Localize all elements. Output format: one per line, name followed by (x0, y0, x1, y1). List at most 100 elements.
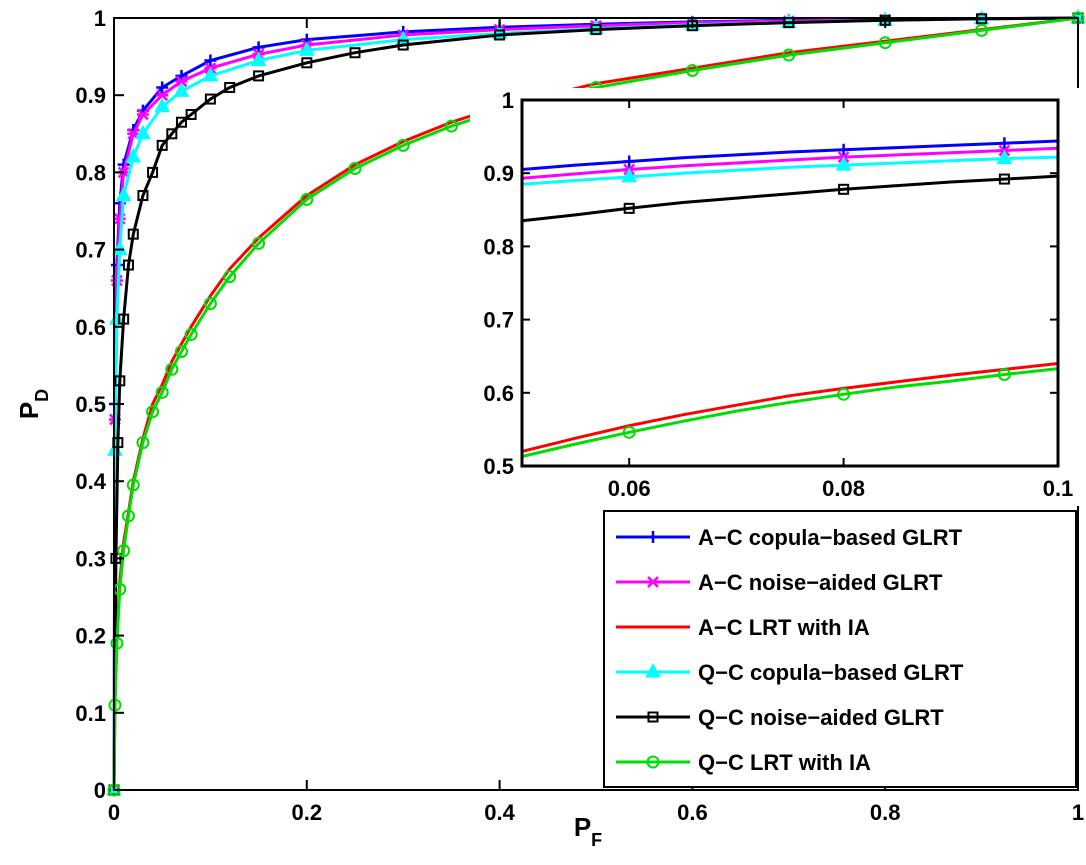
x-tick-label: 0.4 (484, 800, 515, 825)
main-series-marker-q-c-lrt-with-ia (223, 270, 237, 284)
inset-x-tick-label: 0.08 (822, 476, 865, 501)
main-series-marker-q-c-noise-aided-glrt (494, 29, 506, 41)
inset-x-tick-label: 0.06 (608, 476, 651, 501)
legend-label: Q−C noise−aided GLRT (698, 705, 944, 730)
main-series-marker-q-c-noise-aided-glrt (114, 375, 126, 387)
legend: A−C copula−based GLRT A−C noise−aided GLR… (603, 510, 1077, 788)
main-series-marker-q-c-lrt-with-ia (782, 48, 796, 62)
main-series-marker-a-c-copula-based-glrt (156, 81, 169, 94)
x-axis-label-sub: F (591, 830, 602, 850)
inset-series-line-q-c-copula-based-glrt (521, 155, 1059, 186)
main-series-marker-q-c-lrt-with-ia (155, 385, 169, 399)
y-axis-label-sub: D (32, 389, 52, 402)
main-series-marker-q-c-lrt-with-ia (174, 345, 188, 359)
main-series-marker-q-c-copula-based-glrt (125, 147, 142, 163)
main-series-marker-q-c-noise-aided-glrt (127, 228, 139, 240)
main-series-group (106, 8, 1086, 797)
inset-series-group (521, 137, 1059, 458)
main-series-marker-q-c-noise-aided-glrt (166, 128, 178, 140)
main-series-marker-q-c-noise-aided-glrt (175, 116, 187, 128)
x-tick-label: 0.6 (677, 800, 708, 825)
legend-marker-a-c-noise-aided-glrt (647, 576, 659, 588)
inset-series-marker-q-c-lrt-with-ia (622, 425, 636, 439)
main-series-marker-q-c-lrt-with-ia (685, 63, 699, 77)
legend-item: A−C noise−aided GLRT (616, 570, 943, 595)
main-series-marker-q-c-lrt-with-ia (121, 509, 135, 523)
main-series-marker-q-c-lrt-with-ia (975, 23, 989, 37)
inset-series-marker-q-c-lrt-with-ia (837, 387, 851, 401)
x-axis-label: PF (574, 812, 602, 850)
inset-y-tick-label: 0.9 (483, 161, 514, 186)
inset-series-marker-a-c-copula-based-glrt (998, 137, 1011, 150)
main-series-marker-q-c-lrt-with-ia (165, 362, 179, 376)
main-series-marker-q-c-lrt-with-ia (126, 478, 140, 492)
inset-y-tick-label: 0.5 (483, 454, 514, 479)
main-series-marker-q-c-noise-aided-glrt (253, 70, 265, 82)
main-series-marker-q-c-noise-aided-glrt (397, 39, 409, 51)
legend-marker-a-c-copula-based-glrt (647, 531, 659, 543)
main-series-marker-a-c-noise-aided-glrt (175, 75, 188, 88)
legend-label: Q−C LRT with IA (698, 750, 871, 775)
y-tick-label: 0.9 (75, 83, 106, 108)
main-series-marker-q-c-copula-based-glrt (154, 97, 171, 113)
inset-axes: 0.06 0.08 0.1 0.5 0.6 0.7 0.8 0.9 1 (470, 88, 1086, 506)
legend-item: A−C LRT with IA (616, 615, 870, 640)
inset-series-line-q-c-lrt-with-ia (521, 367, 1059, 458)
y-tick-label: 0.8 (75, 160, 106, 185)
y-tick-label: 0.4 (75, 469, 106, 494)
inset-series-marker-q-c-copula-based-glrt (835, 156, 852, 171)
y-axis-label-main: P (14, 402, 44, 419)
main-series-marker-q-c-lrt-with-ia (110, 636, 124, 650)
legend-item: Q−C copula−based GLRT (616, 660, 964, 685)
inset-series-marker-a-c-copula-based-glrt (837, 143, 850, 156)
y-tick-label: 0.5 (75, 392, 106, 417)
main-series-marker-q-c-noise-aided-glrt (224, 81, 236, 93)
main-series-marker-q-c-noise-aided-glrt (137, 190, 149, 202)
main-series-marker-q-c-noise-aided-glrt (147, 166, 159, 178)
y-tick-label: 0 (94, 778, 106, 803)
y-tick-label: 0.6 (75, 315, 106, 340)
main-series-marker-a-c-copula-based-glrt (252, 41, 265, 54)
inset-axes-frame (520, 98, 1060, 468)
inset-series-marker-q-c-noise-aided-glrt (998, 173, 1010, 185)
main-series-marker-q-c-copula-based-glrt (135, 124, 151, 140)
inset-y-tick-label: 0.6 (483, 381, 514, 406)
main-series-line-a-c-noise-aided-glrt (112, 16, 1079, 791)
inset-series-marker-q-c-copula-based-glrt (621, 167, 638, 183)
main-series-marker-q-c-noise-aided-glrt (156, 139, 168, 151)
inset-plot-area (522, 100, 1058, 466)
main-series-marker-q-c-copula-based-glrt (115, 186, 132, 202)
main-series-line-q-c-noise-aided-glrt (112, 16, 1079, 791)
main-series-marker-q-c-lrt-with-ia (117, 544, 131, 558)
main-series-marker-q-c-copula-based-glrt (298, 41, 315, 56)
main-series-marker-q-c-lrt-with-ia (444, 119, 458, 133)
main-series-line-q-c-lrt-with-ia (112, 16, 1079, 791)
main-series-marker-q-c-lrt-with-ia (300, 192, 314, 206)
main-series-marker-q-c-noise-aided-glrt (118, 313, 130, 325)
legend-item: Q−C LRT with IA (616, 750, 871, 775)
main-series-marker-q-c-copula-based-glrt (173, 82, 190, 97)
inset-y-tick-label: 0.8 (483, 234, 514, 259)
inset-series-line-a-c-copula-based-glrt (521, 139, 1059, 171)
inset-series-marker-q-c-noise-aided-glrt (838, 183, 850, 195)
main-series-marker-q-c-lrt-with-ia (878, 36, 892, 50)
main-series-marker-q-c-copula-based-glrt (111, 240, 128, 256)
legend-label: A−C noise−aided GLRT (698, 570, 943, 595)
main-series-marker-q-c-lrt-with-ia (146, 405, 160, 419)
y-tick-label: 1 (94, 6, 106, 31)
inset-series-line-q-c-noise-aided-glrt (521, 174, 1059, 223)
y-tick-label: 0.2 (75, 624, 106, 649)
legend-label: Q−C copula−based GLRT (698, 660, 964, 685)
y-axis-label: PD (14, 389, 52, 419)
y-tick-label: 0.7 (75, 238, 106, 263)
legend-label: A−C copula−based GLRT (698, 525, 963, 550)
main-series-marker-a-c-noise-aided-glrt (136, 108, 149, 121)
main-series-marker-q-c-noise-aided-glrt (185, 109, 197, 120)
main-series-marker-q-c-lrt-with-ia (203, 297, 217, 311)
inset-series-marker-q-c-lrt-with-ia (997, 368, 1011, 381)
x-tick-label: 0.8 (870, 800, 901, 825)
inset-series-line-a-c-lrt-with-ia (521, 362, 1059, 453)
legend-marker-q-c-noise-aided-glrt (647, 711, 659, 723)
main-series-marker-q-c-copula-based-glrt (250, 51, 267, 66)
